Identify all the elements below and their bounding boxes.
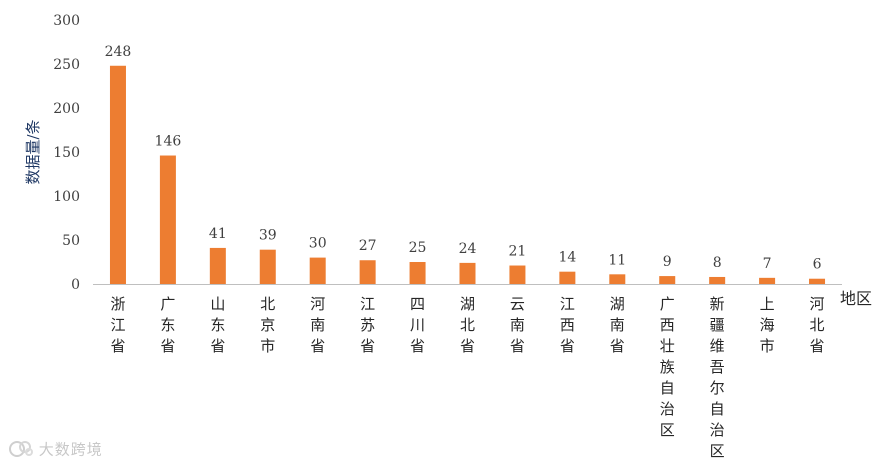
category-label: 北京市 xyxy=(260,295,275,355)
category-label: 湖南省 xyxy=(610,295,625,355)
data-label: 9 xyxy=(663,254,672,270)
data-label: 41 xyxy=(209,226,227,242)
globe-logo-icon xyxy=(9,441,33,457)
bar xyxy=(309,257,326,284)
data-label: 248 xyxy=(105,44,132,60)
category-label: 广东省 xyxy=(160,295,175,355)
bars-group xyxy=(109,65,826,284)
data-label: 27 xyxy=(359,238,377,254)
category-label: 广西壮族自治区 xyxy=(660,295,675,439)
data-label: 25 xyxy=(409,240,427,256)
category-label: 四川省 xyxy=(410,295,425,355)
data-label: 8 xyxy=(713,255,722,271)
y-axis-ticks: 0 50 100 150 200 250 300 xyxy=(53,13,80,293)
y-tick-label: 150 xyxy=(53,145,80,161)
bar xyxy=(709,276,726,284)
watermark-text: 大数跨境 xyxy=(38,440,103,459)
y-tick-label: 0 xyxy=(71,277,80,293)
y-tick-label: 100 xyxy=(53,189,80,205)
watermark: 大数跨境 xyxy=(8,438,128,464)
data-label: 14 xyxy=(558,250,576,266)
category-label: 江苏省 xyxy=(360,295,375,355)
bar xyxy=(609,274,626,284)
y-axis-title: 数据量/条 xyxy=(24,119,42,184)
y-tick-label: 50 xyxy=(62,233,80,249)
x-axis-title: 地区 xyxy=(840,289,872,308)
bar xyxy=(209,247,226,284)
data-labels-group: 248 146 41 39 30 27 25 24 21 14 11 9 8 7 6 xyxy=(105,44,822,273)
data-label: 21 xyxy=(509,244,527,260)
category-label: 新疆维吾尔自治区 xyxy=(710,295,725,460)
bar xyxy=(809,278,826,284)
y-tick-label: 200 xyxy=(53,101,80,117)
category-label: 河北省 xyxy=(810,295,825,355)
bar xyxy=(559,271,576,284)
data-label: 30 xyxy=(309,236,327,252)
category-label: 江西省 xyxy=(560,295,575,355)
bar xyxy=(109,65,126,284)
data-label: 39 xyxy=(259,228,277,244)
bar xyxy=(659,276,676,284)
bar xyxy=(409,262,426,284)
bar xyxy=(159,155,176,284)
category-label: 云南省 xyxy=(510,295,525,355)
category-labels-group: 浙江省 广东省 山东省 北京市 河南省 江苏省 四川省 湖北省 云南省 江西省 湖南省 广西壮族自治区… xyxy=(110,295,824,460)
category-label: 河南省 xyxy=(310,295,325,355)
bar xyxy=(759,277,776,284)
data-label: 6 xyxy=(813,257,822,273)
data-label: 7 xyxy=(763,256,772,272)
bar xyxy=(359,260,376,284)
bar xyxy=(459,262,476,284)
data-label: 146 xyxy=(155,134,182,150)
data-label: 11 xyxy=(608,252,626,268)
bar xyxy=(509,265,526,284)
category-label: 山东省 xyxy=(210,295,225,355)
bar xyxy=(259,249,276,284)
category-label: 浙江省 xyxy=(110,295,125,355)
category-label: 上海市 xyxy=(760,295,775,355)
data-label: 24 xyxy=(459,241,477,257)
y-tick-label: 250 xyxy=(53,57,80,73)
y-tick-label: 300 xyxy=(53,13,80,29)
category-label: 湖北省 xyxy=(460,295,475,355)
